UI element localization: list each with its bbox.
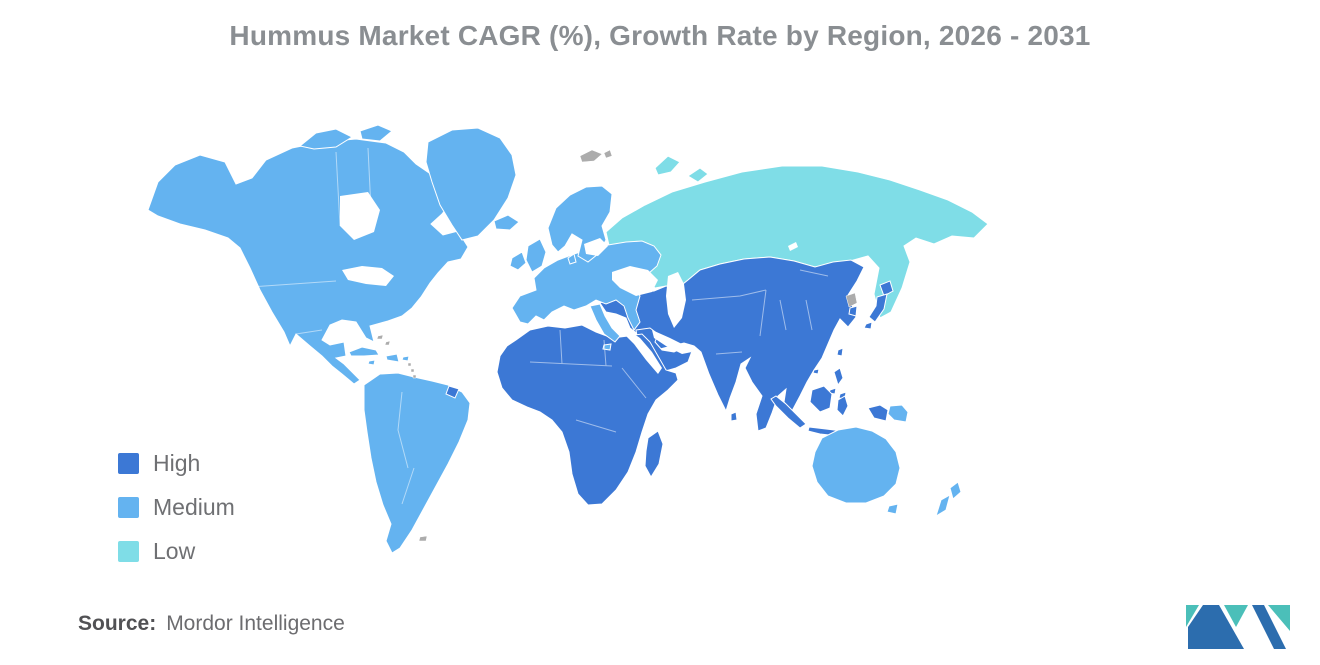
country-borders <box>249 147 829 505</box>
legend-item-medium[interactable]: Medium <box>118 494 235 521</box>
logo-m-diagonal <box>1188 605 1244 649</box>
source-label: Source: <box>78 612 157 635</box>
legend-label-low: Low <box>153 538 196 564</box>
region-denmark[interactable] <box>567 253 577 265</box>
region-bahamas <box>376 334 391 346</box>
region-united-kingdom[interactable] <box>525 238 547 273</box>
region-french-guiana[interactable] <box>445 385 460 399</box>
region-canadian-arctic-2[interactable] <box>359 124 393 142</box>
legend-label-medium: Medium <box>153 494 235 520</box>
logo-i-diagonal <box>1252 605 1286 649</box>
legend-swatch-low <box>118 541 139 562</box>
region-asia-mainland[interactable] <box>599 256 865 432</box>
region-australia[interactable] <box>811 426 901 504</box>
region-sumatra[interactable] <box>770 395 807 429</box>
region-japan-kyushu[interactable] <box>863 321 873 330</box>
lake-baikal <box>788 242 798 251</box>
region-svalbard-2[interactable] <box>603 149 613 159</box>
region-jamaica[interactable] <box>367 359 376 366</box>
baltic-sea <box>584 238 608 256</box>
region-japan-hokkaido[interactable] <box>879 280 894 297</box>
great-lakes <box>342 266 394 286</box>
source-line: Source: Mordor Intelligence <box>78 612 345 636</box>
legend-item-high[interactable]: High <box>118 450 235 477</box>
region-west-papua[interactable] <box>867 404 889 422</box>
caspian-sea <box>666 272 686 328</box>
region-hainan[interactable] <box>812 368 820 375</box>
region-papua-new-guinea[interactable] <box>887 404 909 423</box>
region-greenland[interactable] <box>425 127 517 241</box>
region-south-america[interactable] <box>363 372 471 554</box>
legend-label-high: High <box>153 450 201 476</box>
region-hispaniola[interactable] <box>385 353 400 363</box>
logo-right-teal-wedge <box>1268 605 1290 631</box>
region-falklands <box>418 535 428 542</box>
region-puerto-rico[interactable] <box>401 355 410 362</box>
region-south-korea[interactable] <box>848 305 858 317</box>
region-sulawesi[interactable] <box>836 395 849 417</box>
region-italy[interactable] <box>589 303 621 343</box>
region-north-korea[interactable] <box>845 292 858 308</box>
legend: High Medium Low <box>118 450 235 565</box>
logo-left-teal-wedge <box>1186 605 1199 627</box>
hudson-bay <box>340 192 380 240</box>
region-novaya-zemlya[interactable] <box>654 155 681 176</box>
region-ireland[interactable] <box>509 251 527 271</box>
chart-title: Hummus Market CAGR (%), Growth Rate by R… <box>229 20 1091 51</box>
region-philippines[interactable] <box>833 367 844 387</box>
region-sri-lanka[interactable] <box>730 411 738 422</box>
region-siberian-islands[interactable] <box>687 167 709 183</box>
legend-item-low[interactable]: Low <box>118 538 235 565</box>
region-madagascar[interactable] <box>644 430 664 478</box>
region-taiwan[interactable] <box>836 347 844 357</box>
region-japan-honshu[interactable] <box>868 293 888 323</box>
persian-gulf <box>652 330 692 354</box>
legend-swatch-high <box>118 453 139 474</box>
region-borneo[interactable] <box>809 385 833 413</box>
region-cuba[interactable] <box>348 346 380 357</box>
region-north-america[interactable] <box>147 138 469 385</box>
mordor-intelligence-logo <box>1186 605 1290 649</box>
region-new-zealand-north[interactable] <box>949 481 962 500</box>
source-value: Mordor Intelligence <box>166 612 345 635</box>
region-iceland[interactable] <box>493 214 520 231</box>
region-tasmania[interactable] <box>886 503 899 515</box>
region-new-zealand-south[interactable] <box>935 493 951 518</box>
region-svalbard[interactable] <box>579 149 603 163</box>
logo-valley-triangle <box>1224 605 1248 627</box>
region-lesser-antilles <box>407 362 417 379</box>
black-sea <box>612 266 658 296</box>
red-sea <box>624 330 662 374</box>
region-canadian-arctic[interactable] <box>298 128 354 150</box>
legend-swatch-medium <box>118 497 139 518</box>
